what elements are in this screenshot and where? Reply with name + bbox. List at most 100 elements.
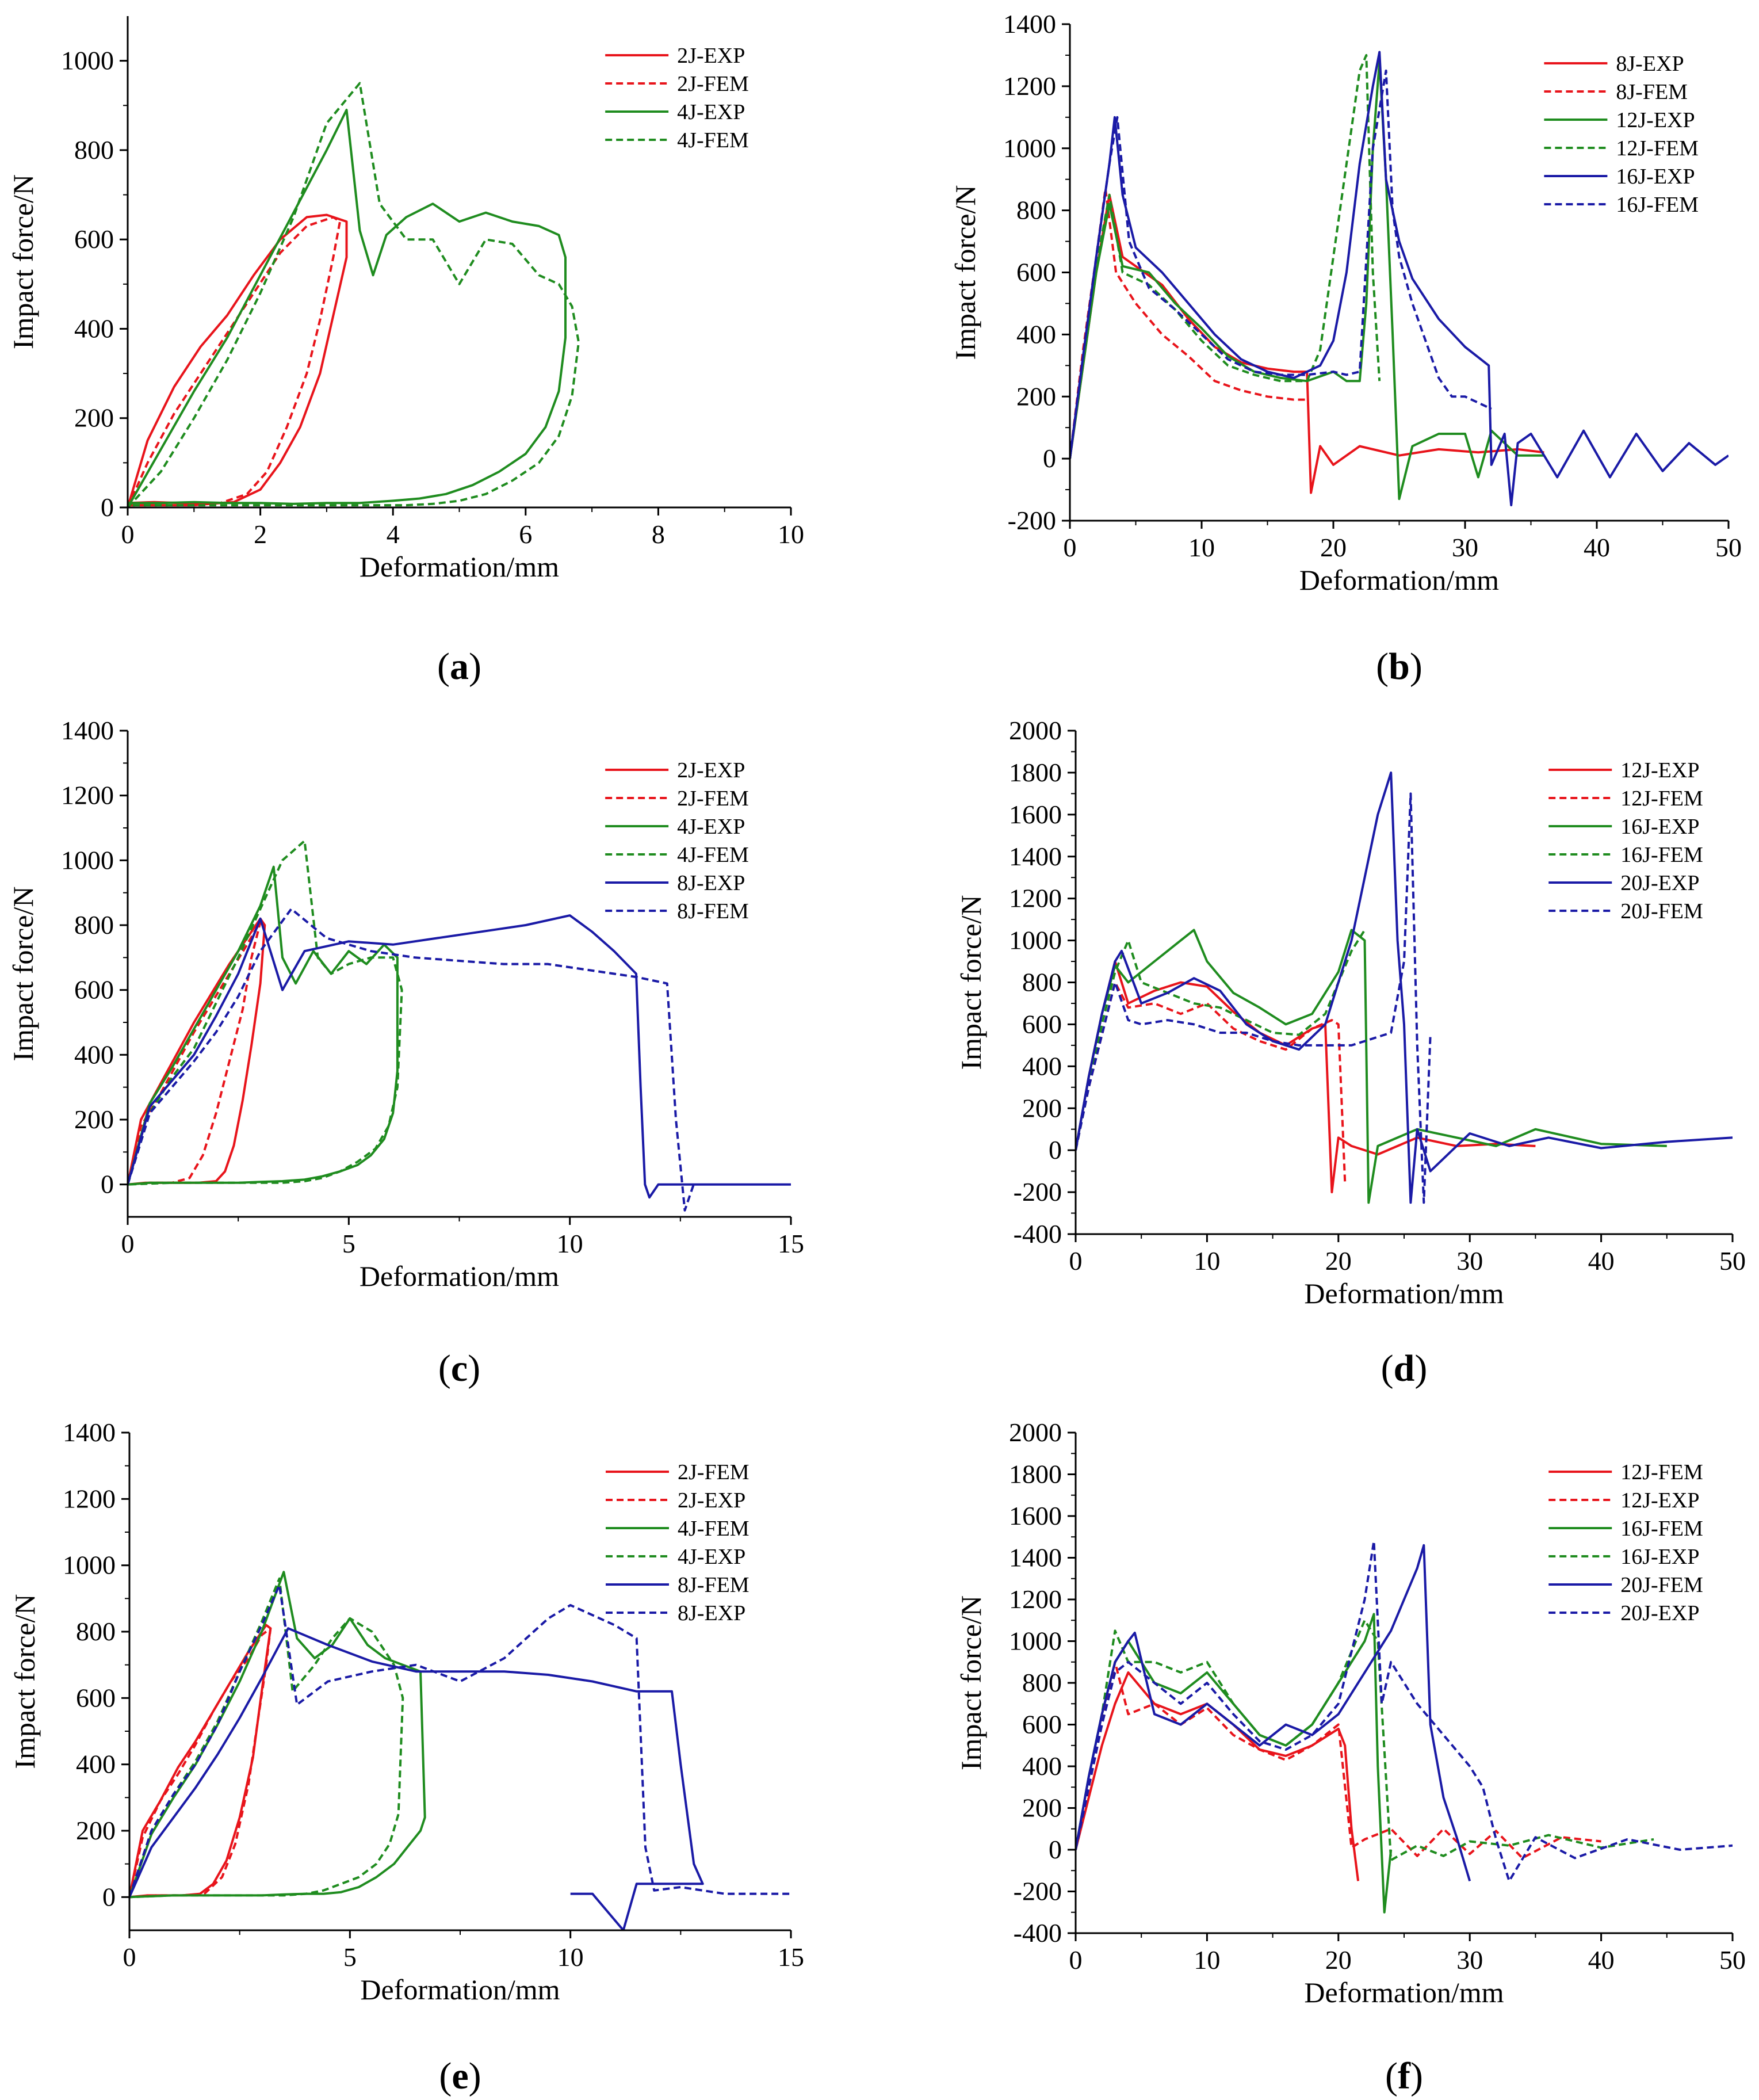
y-tick-label: 400 bbox=[1022, 1051, 1062, 1080]
y-tick-label: 2000 bbox=[1009, 716, 1062, 745]
y-tick-label: 600 bbox=[1022, 1009, 1062, 1038]
legend-label: 16J-FEM bbox=[1620, 1517, 1703, 1541]
y-tick-label: -200 bbox=[1014, 1877, 1062, 1906]
y-tick-label: 1400 bbox=[1003, 9, 1056, 39]
y-axis-label: Impact force/N bbox=[9, 1594, 41, 1769]
series-line-16j-exp bbox=[1076, 1619, 1654, 1862]
series-line-20j-fem bbox=[1076, 1544, 1471, 1881]
legend-label: 12J-EXP bbox=[1616, 108, 1695, 132]
legend-label: 20J-FEM bbox=[1620, 1573, 1703, 1597]
legend-label: 12J-FEM bbox=[1620, 1460, 1703, 1484]
x-tick-label: 50 bbox=[1719, 1945, 1746, 1975]
series-line-20j-exp bbox=[1076, 771, 1733, 1204]
x-tick-label: 5 bbox=[342, 1229, 355, 1258]
x-tick-label: 10 bbox=[557, 1229, 583, 1258]
y-tick-label: 600 bbox=[1022, 1710, 1062, 1739]
x-tick-label: 2 bbox=[254, 520, 267, 549]
series-line-20j-fem bbox=[1076, 792, 1432, 1204]
series-line-20j-exp bbox=[1076, 1540, 1733, 1883]
legend-label: 20J-EXP bbox=[1620, 1601, 1699, 1625]
legend-label: 4J-FEM bbox=[678, 1517, 750, 1541]
x-tick-label: 30 bbox=[1456, 1246, 1483, 1276]
x-tick-label: 0 bbox=[123, 1942, 136, 1972]
y-tick-label: 800 bbox=[1022, 1668, 1062, 1697]
panel-caption: (f) bbox=[1385, 2055, 1423, 2097]
y-tick-label: -400 bbox=[1014, 1918, 1062, 1948]
legend: 12J-FEM 12J-EXP 16J-FEM 16J-EXP 20J-FEM 20J-E… bbox=[1548, 1460, 1703, 1625]
legend-label: 8J-FEM bbox=[677, 899, 749, 923]
y-tick-label: 400 bbox=[76, 1750, 116, 1779]
legend-label: 12J-EXP bbox=[1620, 1488, 1699, 1513]
series-line-2j-fem bbox=[128, 921, 262, 1186]
legend-label: 16J-EXP bbox=[1616, 165, 1695, 189]
y-tick-label: 1800 bbox=[1009, 758, 1062, 787]
y-tick-label: 1400 bbox=[1009, 1543, 1062, 1572]
y-tick-label: 0 bbox=[1049, 1835, 1062, 1864]
chart-panel-a: 0 2 4 6 8 10 0 200 400 600 800 1000 Deformation/mm Im… bbox=[7, 16, 804, 688]
y-tick-label: 1400 bbox=[63, 1418, 116, 1447]
panel-caption: (e) bbox=[439, 2055, 481, 2097]
y-tick-label: 0 bbox=[1049, 1135, 1062, 1164]
series-group bbox=[1076, 771, 1733, 1204]
x-tick-label: 20 bbox=[1320, 533, 1347, 562]
panel-caption: (a) bbox=[437, 646, 481, 688]
y-tick-label: 1800 bbox=[1009, 1460, 1062, 1489]
x-tick-label: 15 bbox=[778, 1942, 804, 1972]
y-tick-label: 200 bbox=[1016, 381, 1056, 411]
x-axis-label: Deformation/mm bbox=[1304, 1976, 1504, 2009]
y-tick-label: 200 bbox=[74, 403, 114, 433]
y-tick-label: 600 bbox=[76, 1683, 116, 1712]
series-line-16j-exp bbox=[1070, 51, 1729, 506]
y-axis-label: Impact force/N bbox=[7, 174, 39, 349]
legend-label: 4J-EXP bbox=[677, 100, 745, 124]
y-tick-label: 200 bbox=[1022, 1793, 1062, 1823]
y-tick-label: 1400 bbox=[1009, 842, 1062, 871]
legend-label: 8J-FEM bbox=[1616, 80, 1688, 104]
x-axis-label: Deformation/mm bbox=[360, 1973, 560, 2006]
y-tick-label: 200 bbox=[74, 1105, 114, 1134]
y-axis-label: Impact force/N bbox=[7, 886, 39, 1061]
y-tick-label: 400 bbox=[1016, 319, 1056, 349]
y-tick-label: 1000 bbox=[61, 46, 114, 75]
x-tick-label: 10 bbox=[1194, 1945, 1220, 1975]
y-tick-label: 200 bbox=[1022, 1093, 1062, 1122]
x-tick-label: 10 bbox=[1188, 533, 1215, 562]
y-tick-label: 800 bbox=[1022, 968, 1062, 997]
x-tick-label: 5 bbox=[343, 1942, 357, 1972]
series-line-8j-exp bbox=[128, 914, 791, 1199]
legend-label: 12J-FEM bbox=[1620, 786, 1703, 811]
y-tick-label: 2000 bbox=[1009, 1418, 1062, 1447]
x-tick-label: 30 bbox=[1452, 533, 1478, 562]
x-tick-label: 4 bbox=[387, 520, 400, 549]
y-axis-label: Impact force/N bbox=[949, 185, 981, 360]
legend: 12J-EXP 12J-FEM 16J-EXP 16J-FEM 20J-EXP 20J-F… bbox=[1548, 758, 1703, 923]
x-axis-label: Deformation/mm bbox=[360, 1260, 559, 1292]
series-line-12j-exp bbox=[1076, 1660, 1601, 1860]
legend-label: 4J-EXP bbox=[678, 1545, 745, 1569]
y-tick-label: 400 bbox=[74, 314, 114, 343]
series-group bbox=[128, 82, 580, 507]
y-tick-label: 1400 bbox=[61, 716, 114, 745]
legend-label: 8J-EXP bbox=[678, 1601, 745, 1625]
legend-label: 2J-EXP bbox=[678, 1488, 745, 1513]
y-tick-label: 800 bbox=[74, 910, 114, 940]
x-tick-label: 6 bbox=[519, 520, 532, 549]
series-group bbox=[1070, 51, 1729, 506]
series-line-2j-fem bbox=[128, 216, 341, 507]
x-tick-label: 40 bbox=[1588, 1945, 1615, 1975]
x-tick-label: 50 bbox=[1719, 1246, 1746, 1276]
y-tick-label: 600 bbox=[1016, 258, 1056, 287]
x-tick-label: 0 bbox=[121, 520, 135, 549]
legend-label: 2J-EXP bbox=[677, 758, 745, 782]
x-tick-label: 10 bbox=[778, 520, 804, 549]
x-tick-label: 0 bbox=[1064, 533, 1077, 562]
y-tick-label: 0 bbox=[1043, 444, 1056, 473]
series-group bbox=[129, 1571, 791, 1930]
y-axis-label: Impact force/N bbox=[955, 1595, 987, 1770]
legend-label: 8J-FEM bbox=[678, 1573, 750, 1597]
legend-label: 2J-EXP bbox=[677, 44, 745, 68]
y-tick-label: 1200 bbox=[61, 781, 114, 810]
y-tick-label: 800 bbox=[76, 1617, 116, 1646]
series-group bbox=[1076, 1540, 1733, 1914]
